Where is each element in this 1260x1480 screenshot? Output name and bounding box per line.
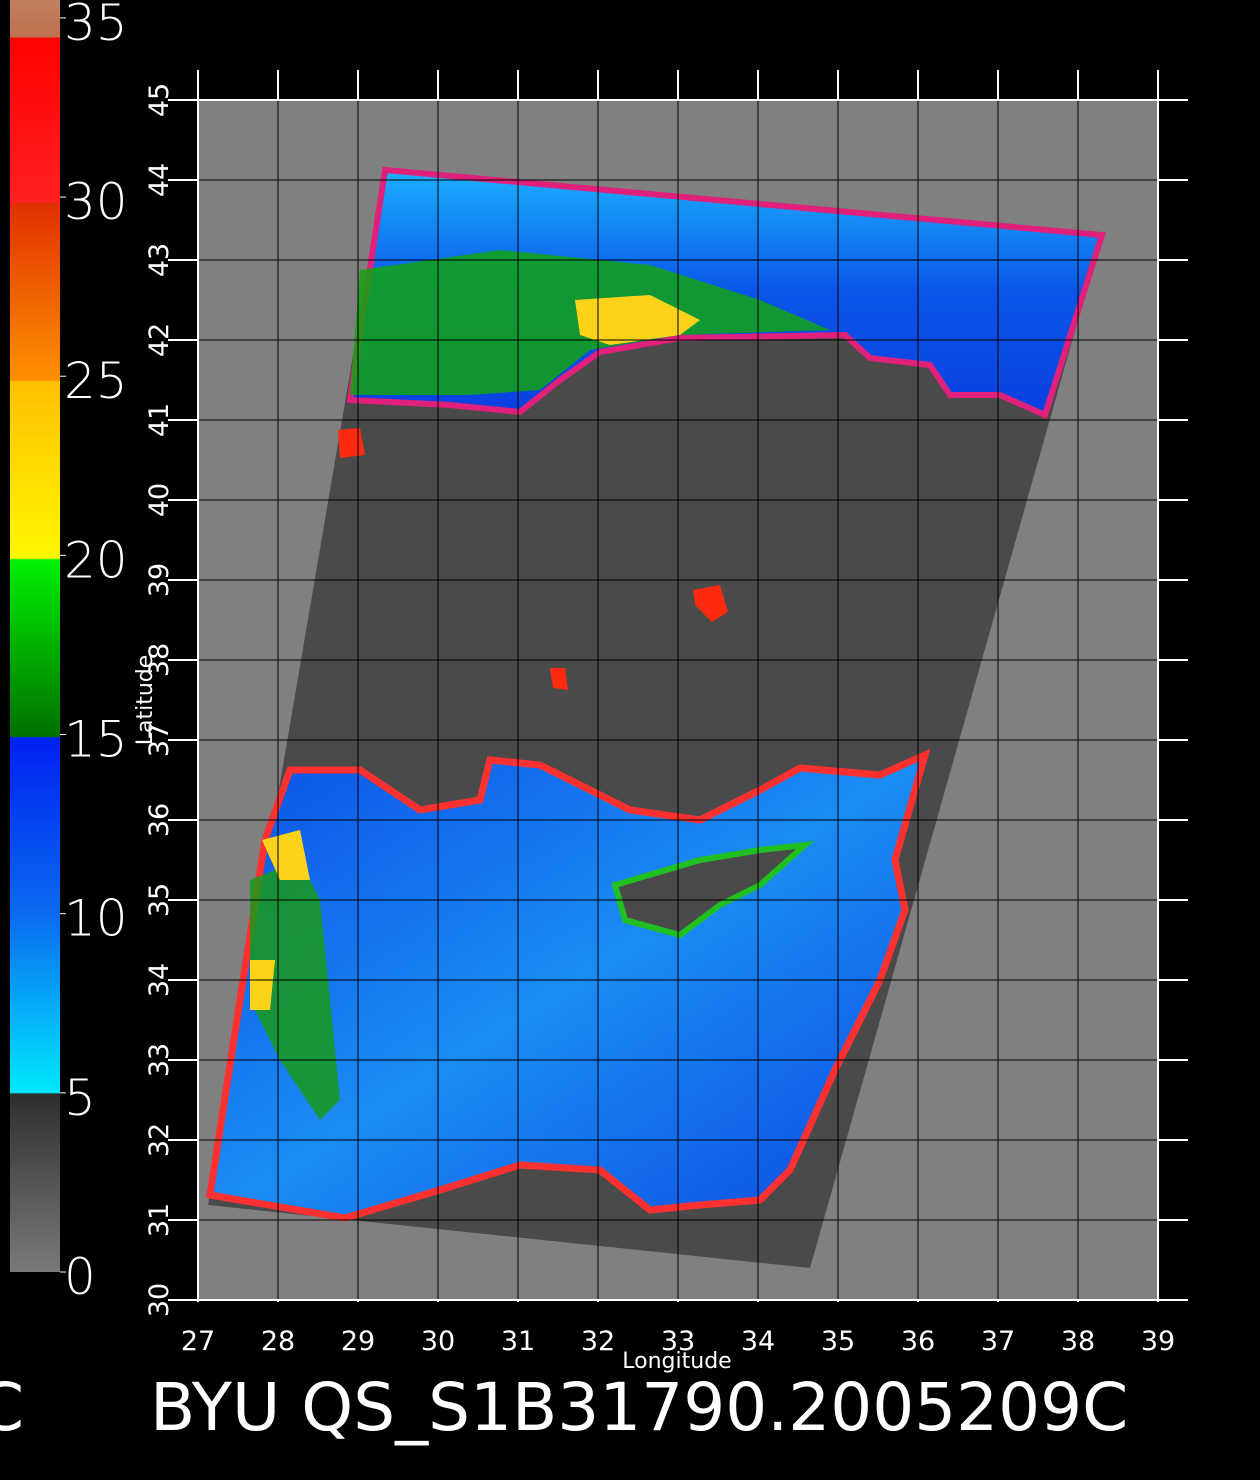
y-tick-label: 30	[144, 1283, 175, 1317]
x-tick-label: 30	[421, 1326, 455, 1357]
data-swath	[206, 166, 1106, 1268]
x-tick-label: 35	[821, 1326, 855, 1357]
wind-band	[250, 960, 275, 1010]
y-tick-label: 37	[144, 723, 175, 757]
x-tick-label: 32	[581, 1326, 615, 1357]
x-tick-label: 39	[1141, 1326, 1175, 1357]
wind-patch	[693, 585, 728, 622]
x-tick-label: 36	[901, 1326, 935, 1357]
colorbar-tick-label: 35	[64, 0, 128, 52]
x-tick-label: 34	[741, 1326, 775, 1357]
colorbar-tick-label: 5	[64, 1069, 96, 1127]
x-tick-label: 28	[261, 1326, 295, 1357]
y-tick-label: 33	[144, 1043, 175, 1077]
y-tick-label: 44	[144, 163, 175, 197]
y-axis-label: Latitude	[133, 655, 158, 746]
colorbar-tick-label: 20	[64, 531, 128, 589]
y-tick-label: 36	[144, 803, 175, 837]
footer-title: BYU QS_S1B31790.2005209C	[150, 1369, 1128, 1446]
wind-band	[575, 295, 700, 345]
y-tick-label: 31	[144, 1203, 175, 1237]
axes: 27 28 29 30 31 32 33 34 35 36 37 38 39 30 31 32 33 34 35 36…	[60, 0, 1188, 1357]
colorbar	[10, 0, 60, 1272]
y-tick-label: 32	[144, 1123, 175, 1157]
colorbar-tick-label: 25	[64, 352, 128, 410]
wind-band	[262, 830, 310, 880]
y-tick-label: 42	[144, 323, 175, 357]
footer-left: C	[0, 1369, 24, 1446]
colorbar-tick-label: 30	[64, 173, 128, 231]
x-tick-label: 29	[341, 1326, 375, 1357]
x-tick-label: 33	[661, 1326, 695, 1357]
wind-band	[250, 860, 340, 1120]
x-axis-label: Longitude	[622, 1349, 731, 1374]
x-tick-label: 38	[1061, 1326, 1095, 1357]
y-tick-label: 38	[144, 643, 175, 677]
wind-patch	[550, 668, 568, 690]
colorbar-tick-label: 15	[64, 711, 128, 769]
x-tick-label: 31	[501, 1326, 535, 1357]
y-tick-label: 34	[144, 963, 175, 997]
y-tick-label: 35	[144, 883, 175, 917]
colorbar-tick-label: 0	[64, 1248, 96, 1306]
y-tick-label: 43	[144, 243, 175, 277]
x-tick-label: 27	[181, 1326, 215, 1357]
y-tick-label: 40	[144, 483, 175, 517]
x-tick-label: 37	[981, 1326, 1015, 1357]
y-tick-label: 41	[144, 403, 175, 437]
y-tick-label: 39	[144, 563, 175, 597]
colorbar-tick-label: 10	[64, 890, 128, 948]
